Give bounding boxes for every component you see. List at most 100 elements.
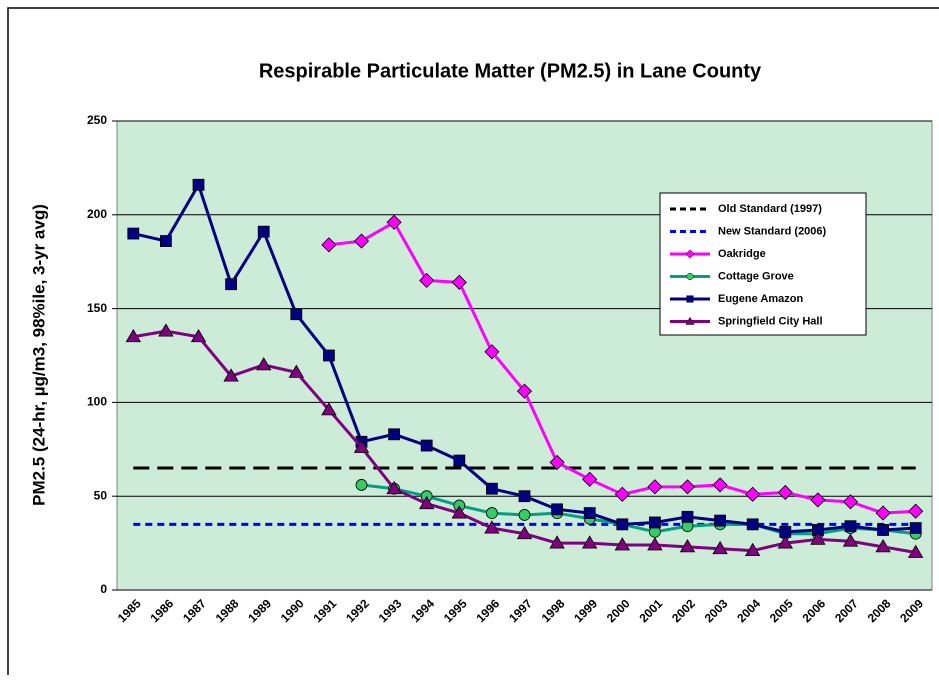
x-tick-label: 1989 bbox=[245, 596, 274, 625]
marker bbox=[158, 323, 174, 337]
marker bbox=[127, 227, 140, 240]
x-tick-label: 1991 bbox=[310, 596, 339, 625]
x-tick-label: 2006 bbox=[799, 596, 828, 625]
marker bbox=[451, 274, 467, 290]
marker bbox=[616, 518, 629, 531]
marker bbox=[386, 214, 402, 230]
marker bbox=[192, 178, 205, 191]
marker bbox=[484, 520, 500, 534]
marker bbox=[647, 479, 663, 495]
marker bbox=[190, 328, 207, 343]
marker bbox=[810, 531, 826, 545]
marker bbox=[777, 535, 793, 549]
x-tick-label: 2000 bbox=[604, 596, 633, 625]
marker bbox=[353, 439, 370, 453]
marker bbox=[484, 344, 500, 360]
x-tick-label: 1996 bbox=[473, 596, 502, 625]
marker bbox=[649, 516, 661, 529]
marker bbox=[810, 492, 826, 508]
legend-label: Old Standard (1997) bbox=[718, 203, 822, 215]
marker bbox=[518, 509, 531, 521]
marker bbox=[419, 272, 435, 289]
marker bbox=[290, 308, 303, 321]
marker bbox=[485, 507, 498, 519]
marker bbox=[549, 454, 565, 470]
marker bbox=[485, 482, 498, 495]
y-tick-label: 50 bbox=[94, 488, 108, 502]
x-tick-label: 1995 bbox=[441, 596, 470, 625]
marker bbox=[844, 520, 857, 533]
y-tick-label: 250 bbox=[87, 113, 107, 127]
marker bbox=[516, 525, 533, 540]
marker bbox=[746, 518, 759, 531]
marker bbox=[582, 535, 598, 549]
marker bbox=[321, 237, 337, 253]
marker bbox=[549, 535, 565, 549]
marker bbox=[583, 507, 596, 519]
legend-label: Springfield City Hall bbox=[718, 315, 823, 327]
marker bbox=[355, 479, 368, 491]
x-tick-label: 1999 bbox=[571, 596, 600, 625]
x-tick-label: 1994 bbox=[408, 596, 437, 625]
marker bbox=[257, 225, 270, 238]
marker bbox=[256, 357, 272, 371]
x-tick-label: 1987 bbox=[180, 596, 209, 625]
x-tick-label: 1990 bbox=[278, 596, 307, 625]
x-tick-label: 2002 bbox=[669, 596, 698, 625]
x-tick-label: 1986 bbox=[147, 596, 176, 625]
marker bbox=[745, 542, 761, 557]
marker bbox=[582, 471, 598, 487]
marker bbox=[714, 514, 726, 527]
marker bbox=[908, 544, 924, 558]
marker bbox=[388, 428, 401, 441]
marker bbox=[321, 402, 337, 416]
marker bbox=[453, 454, 466, 467]
x-tick-label: 2004 bbox=[734, 596, 763, 625]
marker bbox=[877, 524, 889, 536]
marker bbox=[451, 505, 467, 519]
marker bbox=[614, 486, 630, 502]
marker bbox=[647, 537, 663, 551]
marker bbox=[875, 539, 891, 553]
marker bbox=[745, 486, 761, 502]
x-tick-label: 1997 bbox=[506, 596, 535, 625]
x-tick-label: 1992 bbox=[343, 596, 372, 625]
y-tick-label: 150 bbox=[87, 301, 107, 315]
x-tick-label: 1993 bbox=[376, 596, 405, 625]
legend-label: Eugene Amazon bbox=[718, 293, 803, 305]
y-tick-label: 0 bbox=[100, 582, 107, 596]
marker bbox=[159, 235, 172, 247]
marker bbox=[322, 349, 335, 362]
marker bbox=[223, 368, 239, 382]
marker bbox=[225, 278, 238, 291]
x-tick-label: 2003 bbox=[702, 596, 731, 625]
legend-label: Cottage Grove bbox=[718, 270, 794, 282]
marker bbox=[909, 522, 922, 534]
x-tick-label: 2005 bbox=[767, 596, 796, 625]
x-tick-label: 1998 bbox=[539, 596, 568, 625]
legend-marker bbox=[686, 272, 694, 281]
marker bbox=[908, 503, 924, 519]
marker bbox=[777, 484, 793, 501]
y-axis-label: PM2.5 (24-hr, µg/m3, 98%ile, 3-yr avg) bbox=[29, 204, 48, 506]
marker bbox=[842, 533, 859, 547]
marker bbox=[516, 383, 533, 399]
legend-marker bbox=[685, 249, 695, 259]
frame bbox=[7, 7, 939, 680]
legend-marker bbox=[686, 295, 694, 303]
x-tick-label: 2001 bbox=[636, 596, 665, 625]
legend-label: Oakridge bbox=[718, 248, 766, 260]
x-tick-label: 2007 bbox=[832, 596, 861, 625]
marker bbox=[420, 439, 433, 452]
marker bbox=[712, 477, 728, 493]
legend-label: New Standard (2006) bbox=[718, 225, 827, 237]
y-tick-label: 100 bbox=[87, 395, 107, 409]
marker bbox=[681, 510, 694, 523]
legend-marker bbox=[685, 316, 695, 325]
marker bbox=[551, 503, 563, 516]
marker bbox=[614, 537, 630, 551]
chart-title: Respirable Particulate Matter (PM2.5) in… bbox=[259, 60, 762, 82]
y-tick-label: 200 bbox=[87, 207, 107, 221]
marker bbox=[419, 495, 435, 510]
